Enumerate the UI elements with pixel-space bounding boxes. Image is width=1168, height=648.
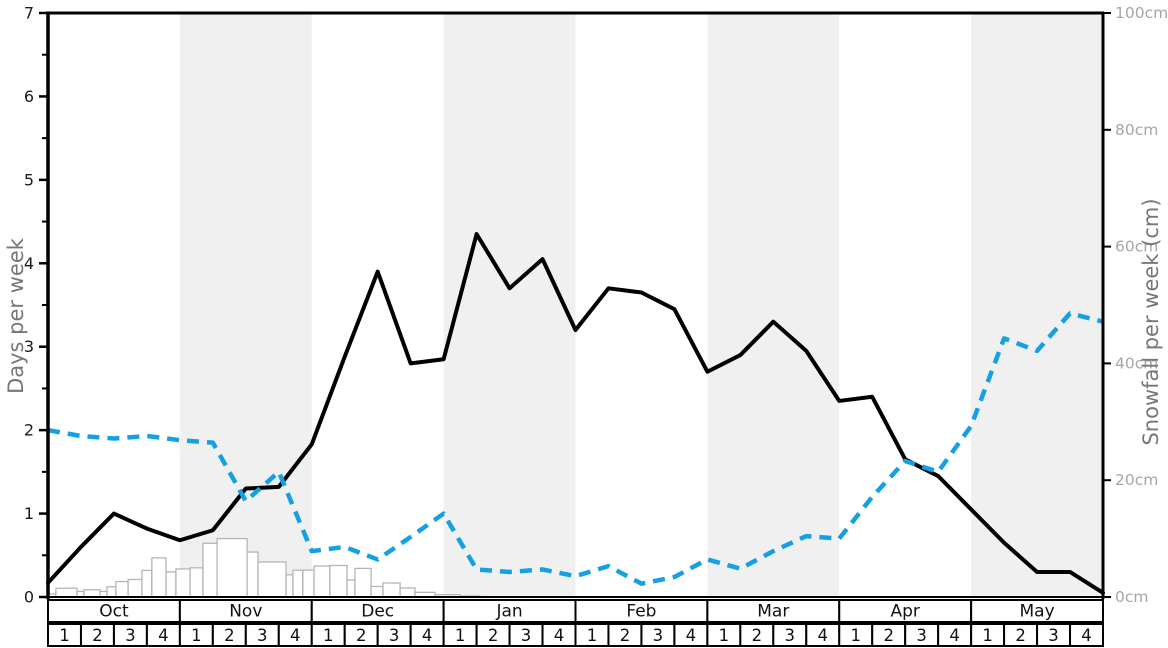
- week-number-label: 3: [916, 626, 927, 645]
- left-axis-tick-label: 6: [24, 87, 34, 106]
- right-axis-title: Snowfall per week (cm): [1139, 198, 1163, 446]
- snowfall-bar: [216, 537, 248, 598]
- week-number-label: 2: [883, 626, 894, 645]
- week-number-label: 1: [587, 626, 598, 645]
- week-number-label: 3: [785, 626, 796, 645]
- week-number-label: 2: [224, 626, 235, 645]
- week-number-label: 4: [422, 626, 433, 645]
- right-axis-tick-label: 100cm: [1115, 4, 1168, 22]
- week-number-label: 1: [59, 626, 70, 645]
- snowfall-bar: [55, 587, 78, 598]
- week-number-label: 3: [257, 626, 268, 645]
- snowfall-bar: [399, 587, 416, 598]
- week-number-label: 2: [752, 626, 763, 645]
- week-number-label: 1: [323, 626, 334, 645]
- week-number-label: 4: [818, 626, 829, 645]
- week-number-label: 3: [1048, 626, 1059, 645]
- snowfall-bar: [370, 585, 384, 598]
- week-number-label: 1: [850, 626, 861, 645]
- week-number-label: 4: [554, 626, 565, 645]
- month-shading-band: [707, 13, 840, 597]
- week-number-label: 2: [1015, 626, 1026, 645]
- right-axis-tick-label: 40cm: [1115, 354, 1158, 372]
- snowfall-bar: [151, 557, 167, 598]
- snowfall-bar: [106, 586, 117, 598]
- right-axis-tick-label: 60cm: [1115, 238, 1158, 256]
- snowfall-bar: [175, 568, 191, 598]
- right-axis-tick-label: 80cm: [1115, 121, 1158, 139]
- snowfall-bar: [257, 561, 287, 598]
- month-shading-band: [443, 13, 576, 597]
- snowfall-bar: [189, 567, 204, 598]
- left-axis-tick-label: 2: [24, 421, 34, 440]
- week-number-label: 2: [92, 626, 103, 645]
- month-label: Oct: [99, 602, 129, 622]
- snowfall-bar: [329, 564, 348, 598]
- left-axis-tick-label: 4: [24, 254, 34, 273]
- left-axis-tick-label: 3: [24, 337, 34, 356]
- week-number-label: 4: [686, 626, 697, 645]
- left-axis-title: Days per week: [4, 238, 28, 394]
- week-number-label: 1: [982, 626, 993, 645]
- snowfall-bar: [202, 542, 218, 598]
- snowfall-bar: [115, 580, 129, 598]
- snowfall-bar: [127, 578, 143, 598]
- snowfall-bar: [83, 589, 101, 598]
- snowfall-bar: [165, 571, 177, 598]
- snowfall-bar: [246, 551, 259, 598]
- snowfall-bar: [285, 574, 294, 598]
- snowfall-bar: [141, 569, 153, 598]
- month-label: Mar: [757, 602, 789, 622]
- week-number-label: 4: [158, 626, 169, 645]
- month-label: Nov: [229, 602, 262, 622]
- month-label: Apr: [890, 602, 919, 622]
- week-number-label: 2: [620, 626, 631, 645]
- left-axis-tick-label: 1: [24, 504, 34, 523]
- snowfall-bar: [382, 582, 401, 598]
- snowfall-bar: [313, 565, 331, 598]
- week-number-label: 4: [290, 626, 301, 645]
- snowfall-bar: [292, 569, 304, 598]
- week-number-label: 4: [1081, 626, 1092, 645]
- month-label: Dec: [361, 602, 394, 622]
- month-label: May: [1019, 602, 1054, 622]
- week-number-label: 3: [653, 626, 664, 645]
- month-shading-band: [971, 13, 1103, 597]
- month-label: Feb: [626, 602, 656, 622]
- right-axis-tick-label: 20cm: [1115, 471, 1158, 489]
- week-number-label: 1: [455, 626, 466, 645]
- month-cell: [970, 599, 1104, 623]
- left-axis-tick-label: 7: [24, 4, 34, 23]
- week-number-label: 2: [488, 626, 499, 645]
- snowfall-bar: [302, 569, 315, 598]
- week-number-label: 4: [949, 626, 960, 645]
- snowfall-bar: [346, 579, 356, 598]
- left-axis-tick-label: 0: [24, 588, 34, 607]
- week-number-label: 3: [389, 626, 400, 645]
- week-number-label: 1: [191, 626, 202, 645]
- week-number-label: 3: [125, 626, 136, 645]
- week-number-label: 1: [719, 626, 730, 645]
- week-number-label: 3: [521, 626, 532, 645]
- snowfall-bar: [354, 567, 372, 598]
- week-number-label: 2: [356, 626, 367, 645]
- month-shading-band: [179, 13, 312, 597]
- right-axis-tick-label: 0cm: [1115, 588, 1148, 606]
- month-label: Jan: [495, 602, 522, 622]
- left-axis-tick-label: 5: [24, 170, 34, 189]
- week-cell: [1069, 623, 1104, 647]
- dashed-blue-line: [47, 311, 1104, 586]
